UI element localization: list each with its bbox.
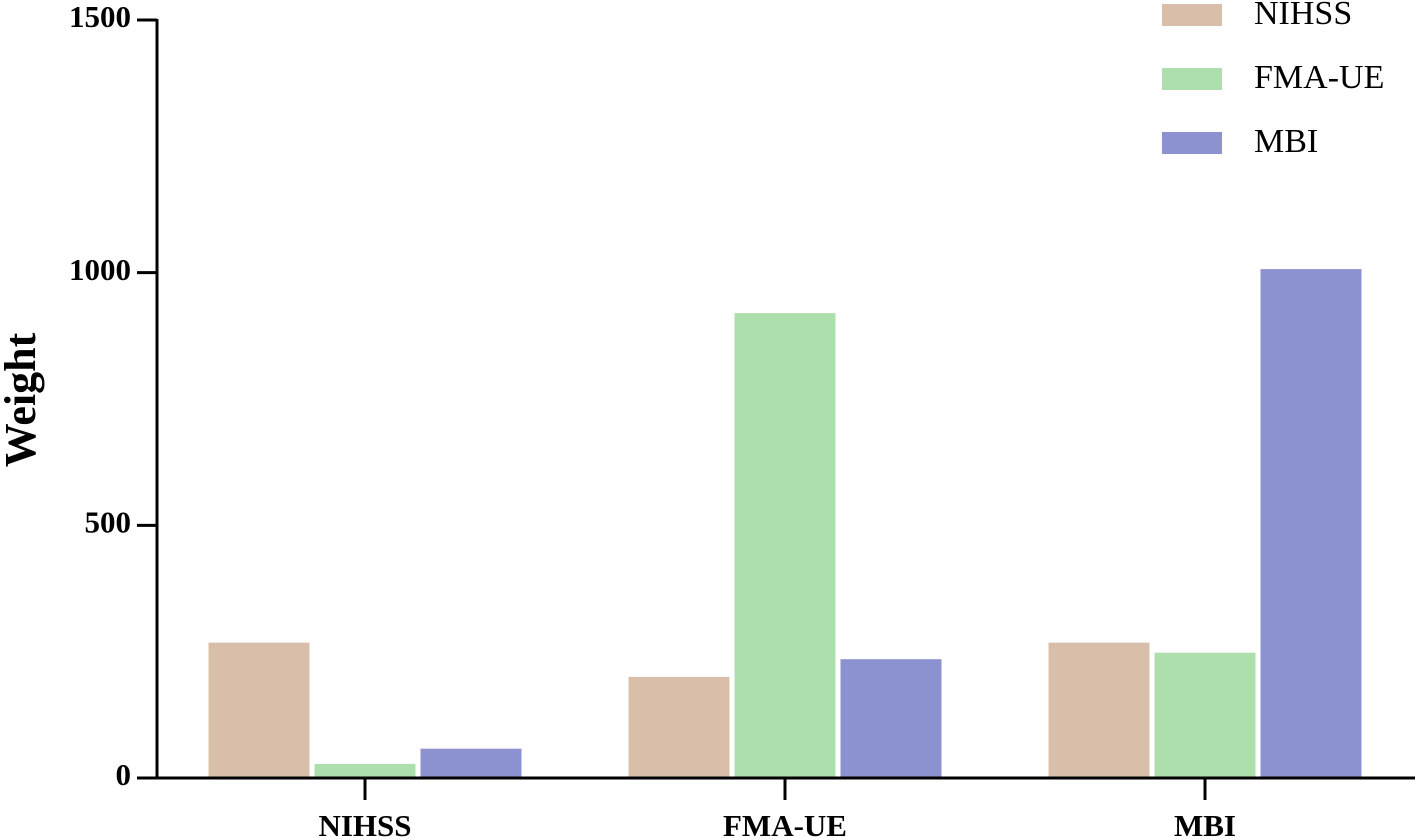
bar-mbi-mbi bbox=[1260, 269, 1362, 778]
legend-label-nihss: NIHSS bbox=[1254, 0, 1352, 32]
bars-group bbox=[208, 269, 1362, 778]
y-tick-label: 0 bbox=[116, 757, 132, 792]
y-tick-label: 1500 bbox=[69, 0, 131, 34]
x-tick-label: MBI bbox=[1174, 808, 1236, 840]
bar-nihss-mbi bbox=[1048, 642, 1150, 778]
x-ticks-group: NIHSS FMA-UE MBI bbox=[318, 778, 1236, 840]
legend-swatch-nihss bbox=[1162, 4, 1222, 26]
bar-nihss-fma-ue bbox=[628, 676, 730, 778]
legend: NIHSS FMA-UE MBI bbox=[1162, 0, 1384, 160]
bar-fma-ue-mbi bbox=[1154, 652, 1256, 778]
y-tick-label: 500 bbox=[85, 504, 132, 539]
bar-nihss-nihss bbox=[208, 642, 310, 778]
bar-mbi-fma-ue bbox=[840, 659, 942, 778]
y-axis-title: Weight bbox=[0, 332, 45, 467]
legend-swatch-mbi bbox=[1162, 132, 1222, 154]
y-ticks-group: 0 500 1000 1500 bbox=[69, 0, 157, 792]
legend-label-fma-ue: FMA-UE bbox=[1254, 59, 1384, 96]
bar-fma-ue-nihss bbox=[314, 763, 416, 778]
legend-swatch-fma-ue bbox=[1162, 68, 1222, 90]
y-tick-label: 1000 bbox=[69, 252, 131, 287]
x-tick-label: NIHSS bbox=[318, 808, 411, 840]
x-tick-label: FMA-UE bbox=[723, 808, 847, 840]
legend-label-mbi: MBI bbox=[1254, 123, 1318, 160]
bar-fma-ue-fma-ue bbox=[734, 313, 836, 778]
bar-mbi-nihss bbox=[420, 748, 522, 778]
